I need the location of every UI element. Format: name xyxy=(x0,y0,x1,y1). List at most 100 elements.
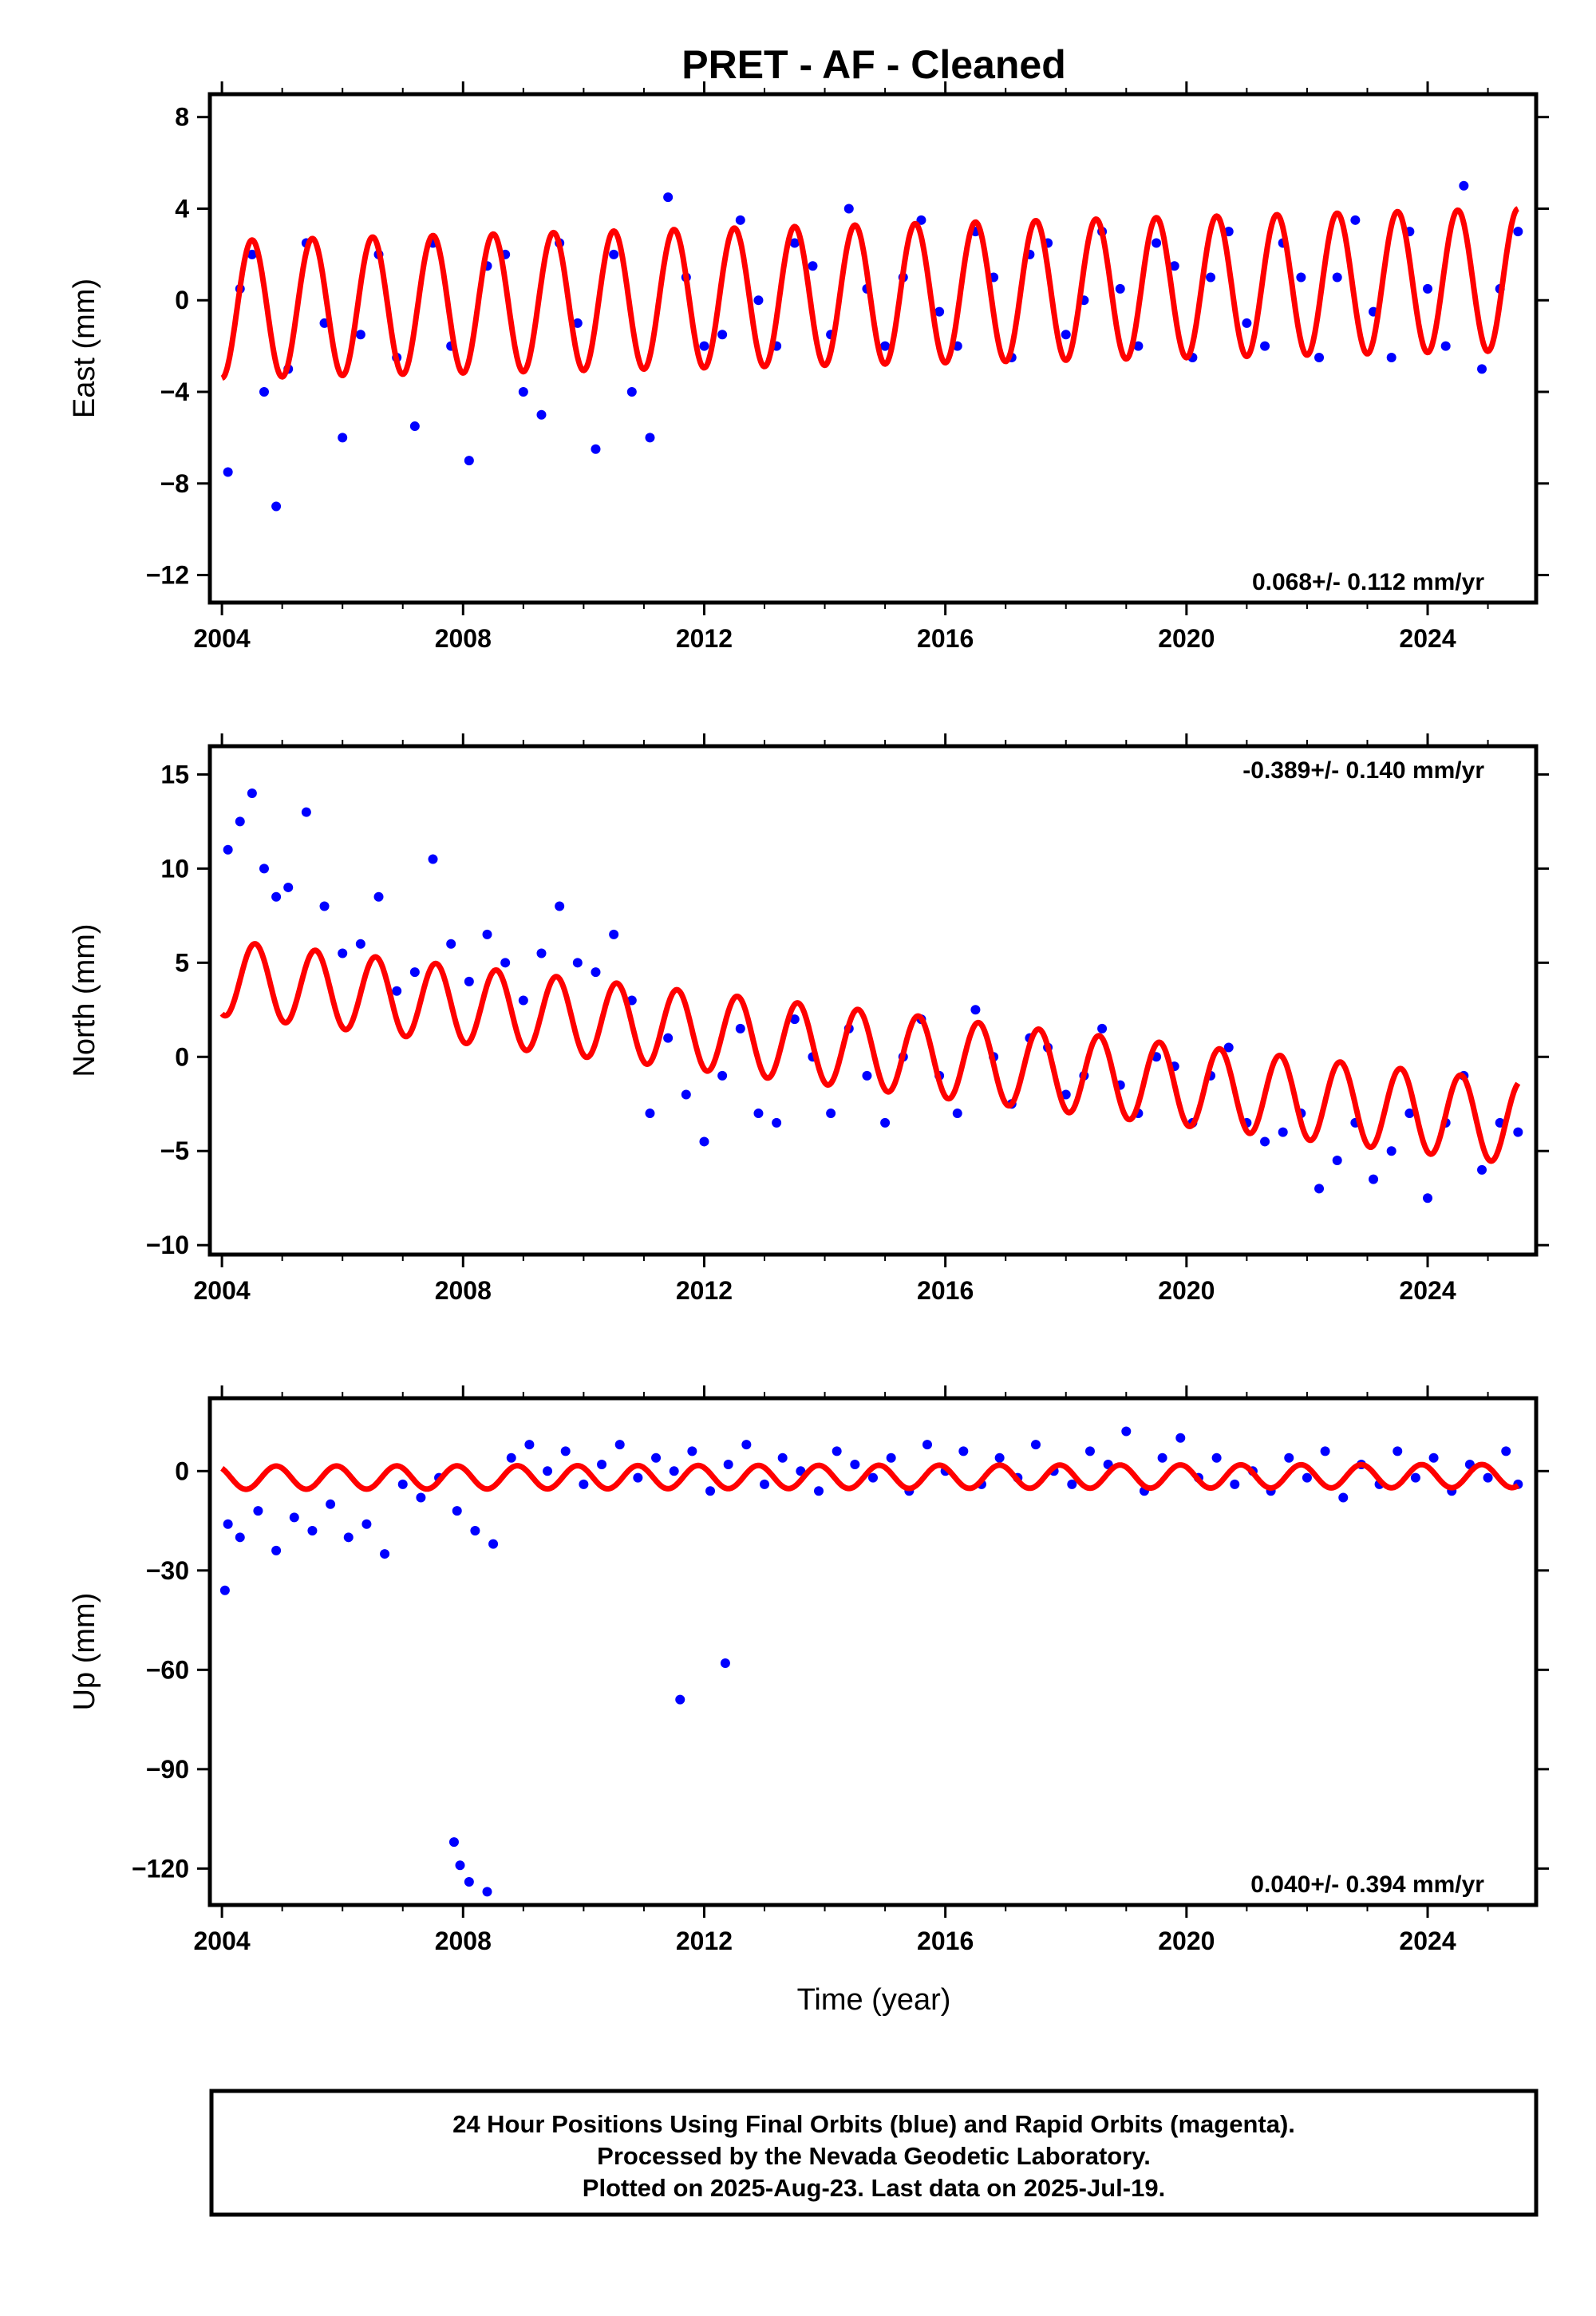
east-data-point xyxy=(572,318,583,328)
east-data-point xyxy=(1206,272,1216,283)
east-data-point xyxy=(717,330,728,340)
north-data-point xyxy=(1404,1109,1415,1119)
north-x-tick-label: 2012 xyxy=(676,1276,733,1305)
north-x-tick-label: 2016 xyxy=(917,1276,974,1305)
north-data-point xyxy=(826,1109,836,1119)
east-data-point xyxy=(223,467,233,477)
up-data-point xyxy=(705,1486,716,1496)
east-data-point xyxy=(1314,352,1325,362)
north-plot-area xyxy=(219,788,1523,1203)
north-data-point xyxy=(1369,1174,1379,1184)
up-data-point xyxy=(1084,1446,1095,1456)
up-data-point xyxy=(675,1694,685,1705)
up-data-point xyxy=(506,1452,516,1463)
up-y-tick-label: −30 xyxy=(146,1556,189,1585)
east-data-point xyxy=(271,501,282,512)
north-data-point xyxy=(271,891,282,902)
up-data-point xyxy=(1121,1426,1132,1437)
up-plot-area xyxy=(219,1426,1523,1897)
up-y-tick-label: 0 xyxy=(175,1456,189,1485)
east-data-point xyxy=(259,387,269,397)
east-data-point xyxy=(1260,341,1270,351)
north-data-point xyxy=(392,986,402,996)
east-data-point xyxy=(464,456,474,466)
east-data-point xyxy=(1242,318,1252,328)
north-data-point xyxy=(1332,1156,1342,1166)
east-rate-label: 0.068+/- 0.112 mm/yr xyxy=(1252,569,1484,595)
up-data-point xyxy=(1284,1452,1294,1463)
up-data-point xyxy=(1320,1446,1330,1456)
footer-line-2: Processed by the Nevada Geodetic Laborat… xyxy=(597,2142,1151,2170)
up-data-point xyxy=(452,1506,462,1516)
north-data-point xyxy=(609,929,619,939)
north-data-point xyxy=(591,967,601,978)
north-data-point xyxy=(699,1136,709,1147)
north-data-point xyxy=(772,1117,782,1128)
east-y-tick-label: −4 xyxy=(160,377,190,406)
up-data-point xyxy=(455,1860,465,1871)
north-data-point xyxy=(536,948,547,958)
up-data-point xyxy=(777,1452,788,1463)
east-data-point xyxy=(1513,227,1523,237)
up-data-point xyxy=(814,1486,824,1496)
north-data-point xyxy=(789,1014,800,1025)
up-data-point xyxy=(760,1479,770,1489)
north-data-point xyxy=(1513,1127,1523,1137)
north-data-point xyxy=(319,901,330,911)
north-data-point xyxy=(645,1109,655,1119)
north-data-point xyxy=(1477,1164,1487,1175)
east-data-point xyxy=(355,330,365,340)
north-data-point xyxy=(409,967,420,978)
up-frame xyxy=(207,1396,1539,1907)
north-y-tick-label: 15 xyxy=(160,760,189,788)
east-data-point xyxy=(1459,180,1469,191)
east-data-point xyxy=(1115,283,1125,294)
up-x-tick-label: 2008 xyxy=(435,1927,492,1955)
up-data-point xyxy=(416,1492,426,1503)
up-data-point xyxy=(1338,1492,1349,1503)
up-data-point xyxy=(1175,1433,1186,1443)
up-x-tick-label: 2016 xyxy=(917,1927,974,1955)
east-data-point xyxy=(843,204,854,214)
east-data-point xyxy=(1386,352,1396,362)
east-y-tick-label: 0 xyxy=(175,286,189,314)
up-data-point xyxy=(614,1440,625,1450)
north-data-point xyxy=(1423,1193,1433,1203)
east-frame xyxy=(207,92,1539,605)
north-x-tick-label: 2004 xyxy=(194,1276,251,1305)
east-data-point xyxy=(536,409,547,420)
up-rate-label: 0.040+/- 0.394 mm/yr xyxy=(1250,1871,1484,1898)
up-data-point xyxy=(219,1585,230,1595)
north-data-point xyxy=(952,1109,962,1119)
north-data-point xyxy=(247,788,257,798)
east-data-point xyxy=(1477,364,1487,374)
up-data-point xyxy=(669,1466,679,1476)
east-panel: 2004 2008 2012 2016 2020 2024 8 4 0 −4 −8 −12 East (… xyxy=(68,81,1549,653)
up-data-point xyxy=(579,1479,589,1489)
up-data-point xyxy=(868,1472,878,1483)
up-data-point xyxy=(850,1460,860,1470)
up-data-point xyxy=(235,1532,245,1543)
east-data-point xyxy=(1296,272,1306,283)
up-data-point xyxy=(1211,1452,1222,1463)
east-data-point xyxy=(789,238,800,248)
up-data-point xyxy=(464,1876,474,1887)
x-axis-label: Time (year) xyxy=(797,1983,951,2017)
north-data-point xyxy=(518,995,528,1006)
east-x-tick-label: 2004 xyxy=(194,624,251,653)
east-data-point xyxy=(1423,283,1433,294)
up-data-point xyxy=(958,1446,969,1456)
footer-frame xyxy=(209,2089,1539,2217)
east-data-point xyxy=(1440,341,1451,351)
up-data-point xyxy=(380,1549,390,1559)
north-data-point xyxy=(1223,1042,1234,1053)
north-data-point xyxy=(428,854,438,864)
up-data-point xyxy=(1501,1446,1511,1456)
up-data-point xyxy=(741,1440,752,1450)
up-x-tick-label: 2020 xyxy=(1158,1927,1215,1955)
footer-line-3: Plotted on 2025-Aug-23. Last data on 202… xyxy=(583,2174,1165,2202)
east-x-tick-label: 2012 xyxy=(676,624,733,653)
up-y-tick-label: −120 xyxy=(132,1854,189,1883)
east-y-tick-label: 8 xyxy=(175,103,189,132)
north-data-point xyxy=(1386,1146,1396,1156)
